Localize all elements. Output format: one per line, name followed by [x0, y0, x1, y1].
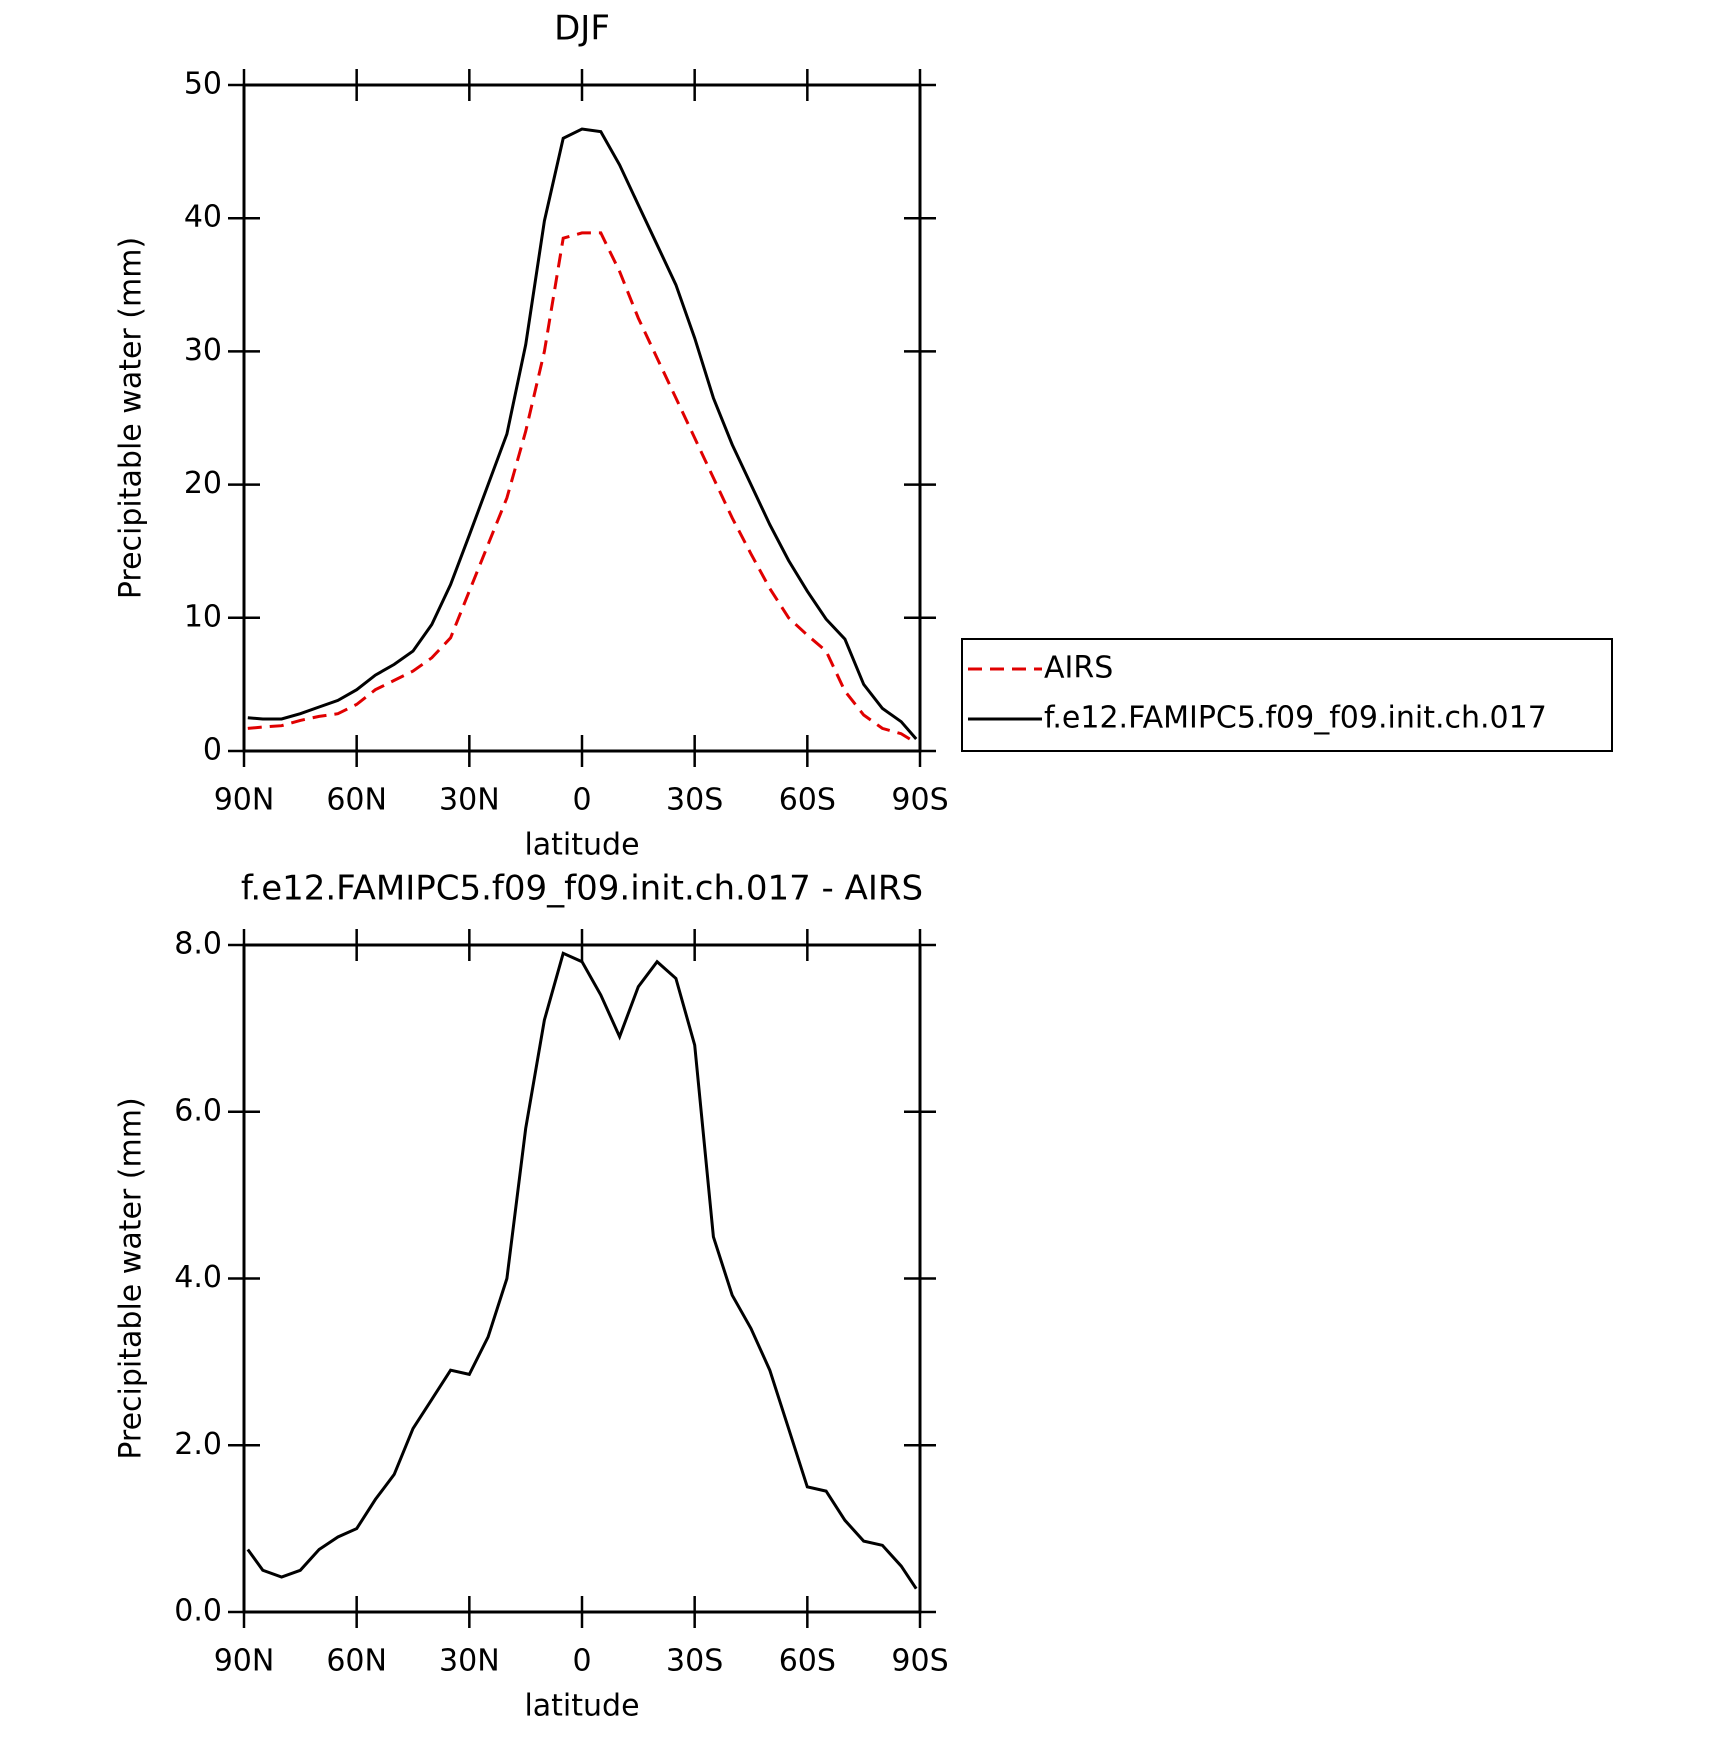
- y-tick-label: 6.0: [174, 1093, 222, 1128]
- x-tick-label: 60S: [779, 783, 836, 818]
- data-line: [246, 951, 918, 1590]
- data-line: [247, 127, 918, 740]
- y-tick-label: 4.0: [174, 1260, 222, 1295]
- x-tick-label: 0: [572, 1644, 591, 1679]
- y-tick-label: 40: [184, 200, 222, 235]
- y-tick-label: 30: [184, 333, 222, 368]
- plot-frame: [242, 83, 922, 753]
- x-tick-label: 30N: [439, 1644, 500, 1679]
- x-tick-label: 90N: [214, 1644, 275, 1679]
- data-line: [247, 231, 917, 745]
- x-tick-label: 90S: [891, 783, 948, 818]
- x-tick-label: 30N: [439, 783, 500, 818]
- chart-title: f.e12.FAMIPC5.f09_f09.init.ch.017 - AIRS: [241, 869, 923, 909]
- x-tick-label: 30S: [666, 783, 723, 818]
- chart-title: DJF: [554, 9, 610, 49]
- legend: AIRS f.e12.FAMIPC5.f09_f09.init.ch.017: [961, 638, 1613, 752]
- y-tick-label: 20: [184, 466, 222, 501]
- x-tick-label: 60N: [326, 1644, 387, 1679]
- x-tick-label: 60N: [326, 783, 387, 818]
- y-tick-label: 10: [184, 599, 222, 634]
- y-tick-label: 0.0: [174, 1594, 222, 1629]
- y-tick-label: 50: [184, 67, 222, 102]
- plot-frame: [242, 943, 922, 1614]
- x-axis-label: latitude: [524, 1689, 639, 1724]
- y-tick-label: 8.0: [174, 927, 222, 962]
- x-tick-label: 30S: [666, 1644, 723, 1679]
- x-tick-label: 90S: [891, 1644, 948, 1679]
- x-tick-label: 0: [572, 783, 591, 818]
- y-axis-label: Precipitable water (mm): [114, 1097, 149, 1459]
- legend-box: [961, 638, 1613, 752]
- x-tick-label: 60S: [779, 1644, 836, 1679]
- x-axis-label: latitude: [524, 828, 639, 863]
- x-tick-label: 90N: [214, 783, 275, 818]
- y-tick-label: 0: [203, 733, 222, 768]
- legend-label: f.e12.FAMIPC5.f09_f09.init.ch.017: [1044, 701, 1547, 736]
- legend-label: AIRS: [1044, 651, 1113, 686]
- y-tick-label: 2.0: [174, 1427, 222, 1462]
- y-axis-label: Precipitable water (mm): [114, 237, 149, 599]
